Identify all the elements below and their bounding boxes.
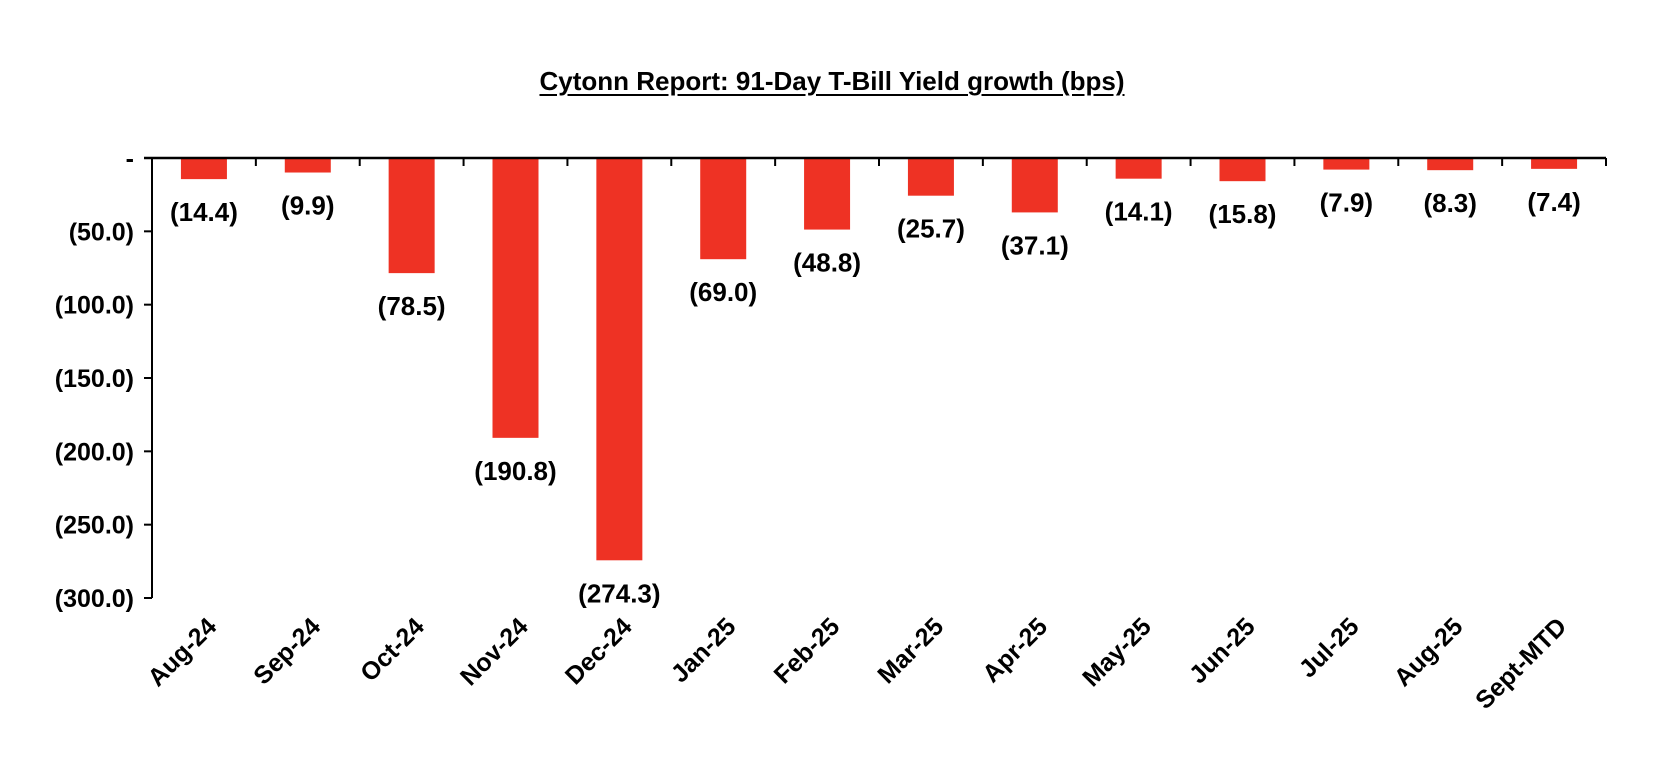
bar [804,158,851,230]
data-label: (69.0) [689,277,757,307]
data-label: (190.8) [474,456,556,486]
bar [1323,158,1370,170]
bar [1427,158,1474,171]
data-label: (9.9) [281,191,334,221]
y-tick-label: (250.0) [55,512,134,540]
bar [284,158,331,173]
y-tick-label: (200.0) [55,438,134,466]
data-label: (78.5) [378,291,446,321]
data-label: (25.7) [897,214,965,244]
data-label: (48.8) [793,248,861,278]
y-tick-label: (300.0) [55,585,134,613]
bar [596,158,643,561]
x-tick-label: Sep-24 [248,612,326,690]
x-tick-label: Dec-24 [560,612,638,690]
x-tick-label: Nov-24 [455,612,534,691]
bar [1531,158,1578,169]
y-tick-label: (150.0) [55,365,134,393]
x-tick-label: Feb-25 [769,612,846,689]
bar [1011,158,1058,213]
bar [1115,158,1162,179]
x-tick-label: Oct-24 [355,612,430,687]
x-tick-label: Aug-25 [1389,612,1469,692]
x-tick-label: Jan-25 [666,612,742,688]
data-label: (274.3) [578,578,660,608]
x-tick-label: May-25 [1077,612,1157,692]
x-tick-label: Jun-25 [1184,612,1261,689]
bar [700,158,747,260]
data-label: (14.4) [170,197,238,227]
bar [907,158,954,196]
data-label: (37.1) [1001,230,1069,260]
y-tick-label: (100.0) [55,292,134,320]
x-tick-label: Apr-25 [977,612,1053,688]
data-label: (7.4) [1527,187,1580,217]
bar [180,158,227,180]
data-label: (14.1) [1105,197,1173,227]
x-tick-label: Mar-25 [872,612,949,689]
y-tick-label: - [126,145,134,173]
chart-title-text: Cytonn Report: 91-Day T-Bill Yield growt… [539,66,1125,96]
data-label: (8.3) [1423,188,1476,218]
x-tick-label: Sept-MTD [1470,612,1572,714]
bar [1219,158,1266,182]
data-label: (7.9) [1320,188,1373,218]
y-tick-label: (50.0) [69,218,134,246]
bar [492,158,539,438]
chart-title: Cytonn Report: 91-Day T-Bill Yield growt… [0,66,1664,97]
x-tick-label: Jul-25 [1294,612,1365,683]
x-tick-label: Aug-24 [142,612,222,692]
data-label: (15.8) [1209,199,1277,229]
bar [388,158,435,274]
